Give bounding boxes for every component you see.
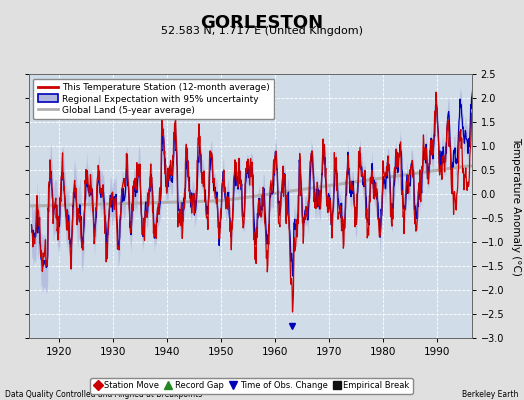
Legend: Station Move, Record Gap, Time of Obs. Change, Empirical Break: Station Move, Record Gap, Time of Obs. C… [90, 378, 413, 394]
Text: Data Quality Controlled and Aligned at Breakpoints: Data Quality Controlled and Aligned at B… [5, 390, 202, 399]
Text: 52.583 N, 1.717 E (United Kingdom): 52.583 N, 1.717 E (United Kingdom) [161, 26, 363, 36]
Text: Berkeley Earth: Berkeley Earth [462, 390, 519, 399]
Y-axis label: Temperature Anomaly (°C): Temperature Anomaly (°C) [511, 136, 521, 276]
Legend: This Temperature Station (12-month average), Regional Expectation with 95% uncer: This Temperature Station (12-month avera… [34, 78, 275, 120]
Text: GORLESTON: GORLESTON [201, 14, 323, 32]
